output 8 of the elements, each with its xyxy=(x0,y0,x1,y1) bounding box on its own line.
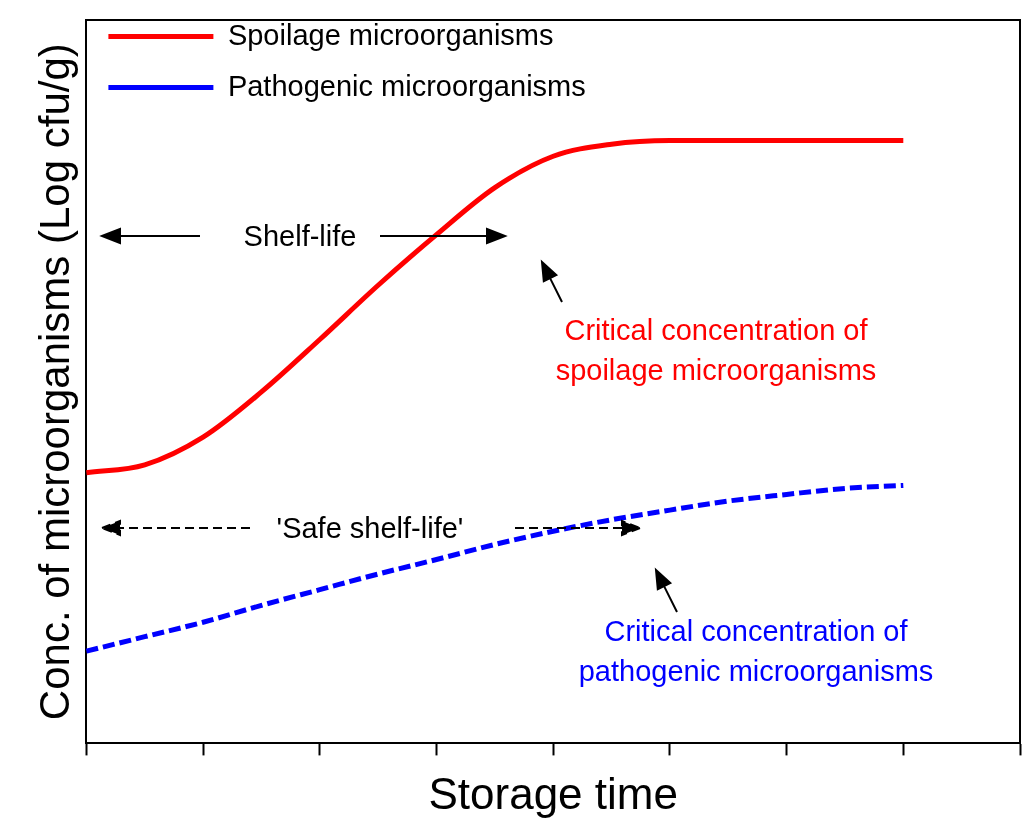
annotation: 'Safe shelf-life' xyxy=(276,512,464,544)
y-axis-title: Conc. of microorganisms (Log cfu/g) xyxy=(30,43,78,721)
legend-label: Spoilage microorganisms xyxy=(227,18,554,51)
annotation: Critical concentration of pathogenic microorganisms xyxy=(578,615,934,687)
annotation: Critical concentration of spoilage microorganisms xyxy=(555,314,877,386)
x-axis-title: Storage time xyxy=(428,768,678,818)
annotation: Shelf-life xyxy=(243,220,357,252)
legend-label: Pathogenic microorganisms xyxy=(227,69,586,102)
